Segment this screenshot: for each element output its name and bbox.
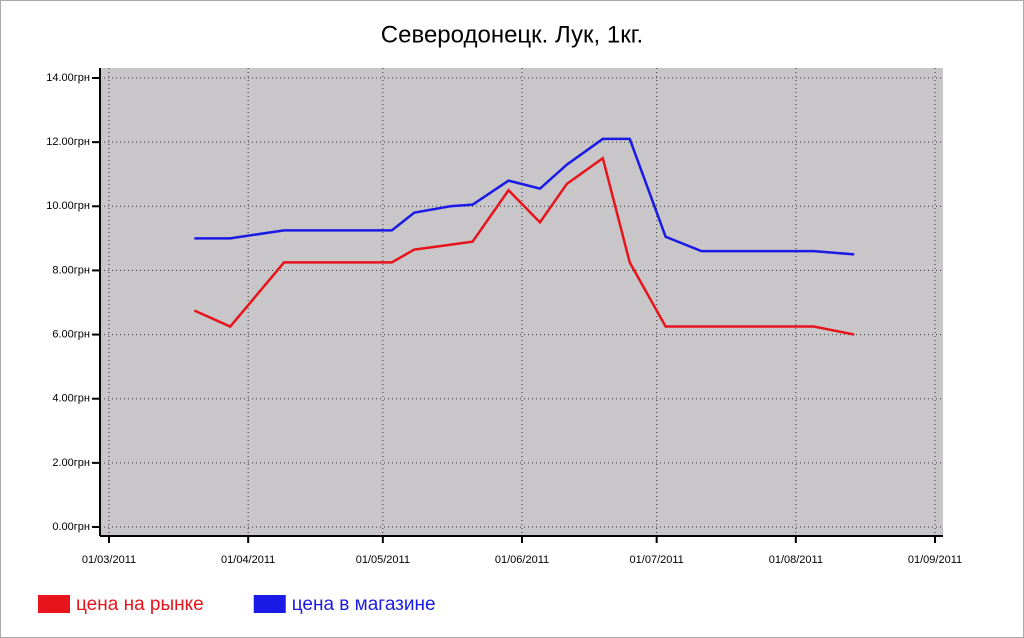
x-tick-label: 01/05/2011 [356, 554, 410, 566]
y-tick-label: 4.00грн [52, 393, 90, 405]
y-tick-label: 14.00грн [46, 72, 90, 84]
y-tick-label: 10.00грн [46, 200, 90, 212]
plot-area [100, 68, 943, 536]
x-tick-label: 01/03/2011 [82, 554, 136, 566]
legend-swatch [253, 595, 286, 613]
series-line [193, 156, 855, 336]
x-tick-label: 01/04/2011 [221, 554, 275, 566]
y-tick-label: 2.00грн [52, 457, 90, 469]
y-tick-label: 0.00грн [52, 521, 90, 533]
y-tick-label: 8.00грн [52, 264, 90, 276]
x-tick-label: 01/07/2011 [630, 554, 684, 566]
legend-label: цена на рынке [76, 594, 204, 615]
x-tick-label: 01/06/2011 [495, 554, 549, 566]
chart-title: Северодонецк. Лук, 1кг. [381, 21, 643, 48]
chart-layer: 0.00грн 2.00грн 4.00грн 6.00грн 8.00грн 10.00… [38, 68, 962, 615]
y-tick-label: 6.00грн [52, 328, 90, 340]
legend-swatch [38, 595, 70, 613]
y-tick-label: 12.00грн [46, 136, 90, 148]
x-tick-label: 01/08/2011 [769, 554, 823, 566]
legend-label: цена в магазине [292, 594, 436, 615]
x-tick-label: 01/09/2011 [908, 554, 962, 566]
series-line [194, 137, 855, 256]
